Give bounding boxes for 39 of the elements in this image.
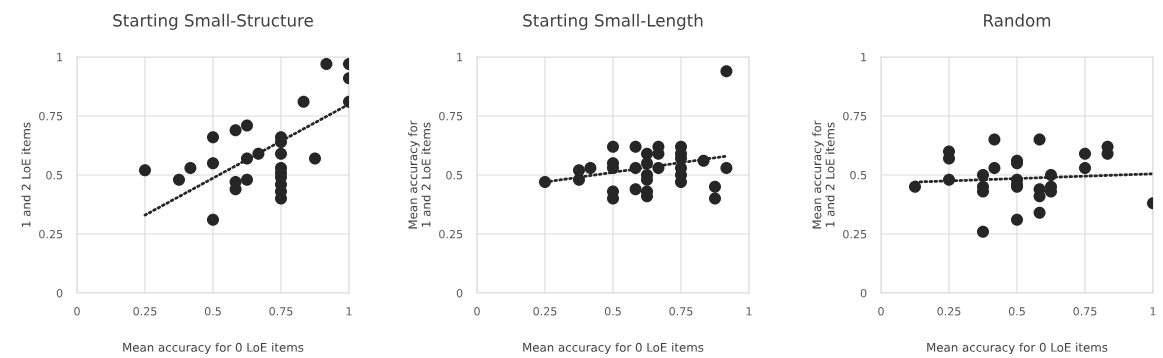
y-tick-label: 0.75 xyxy=(843,111,867,121)
x-tick-label: 0 xyxy=(74,307,80,316)
y-tick-label: 1 xyxy=(457,53,463,62)
x-tick-label: 0.25 xyxy=(937,307,961,316)
y-tick-label: 1 xyxy=(861,53,867,62)
y-tick-label: 0.5 xyxy=(46,170,63,180)
chart-title: Random xyxy=(984,13,1051,27)
y-tick-label: 0.25 xyxy=(843,229,867,239)
x-axis-title: Mean accuracy for 0 LoE items xyxy=(523,342,704,355)
x-tick-label: 0.75 xyxy=(269,307,293,316)
chart-title: Starting Small-Length xyxy=(523,13,703,30)
y-tick-label: 0 xyxy=(56,288,63,298)
x-tick-label: 0.25 xyxy=(533,307,557,316)
x-tick-label: 0.5 xyxy=(204,307,221,316)
y-axis-title: Mean accuracy for 1 and 2 LoE items xyxy=(812,120,835,229)
y-tick-label: 0 xyxy=(456,288,463,298)
y-axis-title: 1 and 2 LoE items xyxy=(21,122,31,227)
x-axis-title: Mean accuracy for 0 LoE items xyxy=(927,342,1108,355)
x-tick-label: 0.5 xyxy=(604,307,621,316)
x-axis-title: Mean accuracy for 0 LoE items xyxy=(123,342,304,355)
x-tick-label: 0 xyxy=(474,307,480,316)
y-tick-label: 0.25 xyxy=(39,229,63,239)
y-tick-label: 0 xyxy=(860,288,867,298)
x-tick-label: 0.5 xyxy=(1008,307,1025,316)
y-tick-label: 0.25 xyxy=(439,229,463,239)
x-tick-label: 0.75 xyxy=(1073,307,1097,316)
y-tick-label: 0.5 xyxy=(446,170,463,180)
chart-title: Starting Small-Structure xyxy=(113,13,313,30)
x-tick-label: 1 xyxy=(346,307,352,316)
y-tick-label: 0.75 xyxy=(39,111,63,121)
y-tick-label: 0.5 xyxy=(850,170,867,180)
x-tick-label: 0 xyxy=(878,307,884,316)
x-tick-label: 0.25 xyxy=(133,307,157,316)
y-tick-label: 0.75 xyxy=(439,111,463,121)
y-axis-title: Mean accuracy for 1 and 2 LoE items xyxy=(408,120,431,229)
x-tick-label: 0.75 xyxy=(669,307,693,316)
x-tick-label: 1 xyxy=(1150,307,1156,316)
x-tick-label: 1 xyxy=(746,307,752,316)
y-tick-label: 1 xyxy=(57,53,63,62)
